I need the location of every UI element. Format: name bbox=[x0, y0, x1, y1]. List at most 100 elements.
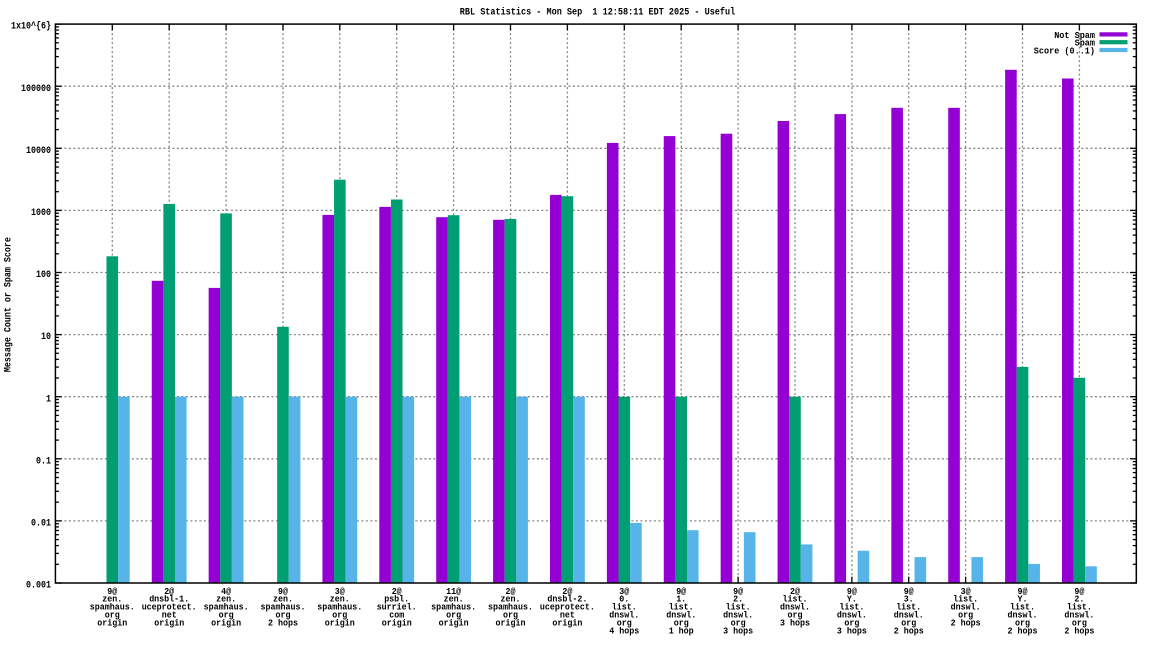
svg-text:origin: origin bbox=[496, 619, 526, 629]
svg-text:org: org bbox=[958, 611, 973, 621]
svg-text:3@: 3@ bbox=[335, 587, 346, 597]
svg-text:org: org bbox=[1072, 619, 1087, 629]
svg-text:9@: 9@ bbox=[676, 587, 687, 597]
svg-text:3 hops: 3 hops bbox=[723, 626, 753, 636]
svg-text:dnswl.: dnswl. bbox=[723, 611, 753, 621]
svg-text:100: 100 bbox=[36, 270, 51, 281]
svg-text:9@: 9@ bbox=[1074, 587, 1085, 597]
svg-text:spamhaus.: spamhaus. bbox=[431, 603, 476, 613]
svg-text:9@: 9@ bbox=[107, 587, 118, 597]
svg-text:3 hops: 3 hops bbox=[780, 619, 810, 629]
svg-text:org: org bbox=[901, 619, 916, 629]
svg-text:3@: 3@ bbox=[619, 587, 630, 597]
svg-text:spamhaus.: spamhaus. bbox=[317, 603, 362, 613]
svg-text:list.: list. bbox=[783, 595, 808, 605]
svg-text:org: org bbox=[503, 611, 518, 621]
svg-text:dnsbl-2.: dnsbl-2. bbox=[547, 595, 587, 605]
svg-text:origin: origin bbox=[382, 619, 412, 629]
svg-text:zen.: zen. bbox=[273, 595, 293, 605]
svg-text:origin: origin bbox=[211, 619, 241, 629]
svg-text:0.1: 0.1 bbox=[36, 456, 51, 467]
svg-text:org: org bbox=[332, 611, 347, 621]
svg-text:list.: list. bbox=[1010, 603, 1035, 613]
svg-text:10000: 10000 bbox=[26, 146, 51, 157]
svg-text:2@: 2@ bbox=[164, 587, 175, 597]
svg-text:dnswl.: dnswl. bbox=[1064, 611, 1094, 621]
svg-text:100000: 100000 bbox=[21, 84, 51, 95]
svg-text:1: 1 bbox=[46, 394, 51, 405]
svg-text:uceprotect.: uceprotect. bbox=[142, 603, 197, 613]
svg-text:net: net bbox=[162, 611, 177, 621]
svg-text:0.01: 0.01 bbox=[31, 519, 51, 530]
svg-text:list.: list. bbox=[896, 603, 921, 613]
svg-text:org: org bbox=[731, 619, 746, 629]
svg-text:11@: 11@ bbox=[446, 587, 462, 597]
svg-text:dnswl.: dnswl. bbox=[894, 611, 924, 621]
svg-text:1.: 1. bbox=[676, 595, 686, 605]
svg-text:list.: list. bbox=[669, 603, 694, 613]
svg-text:1x10^{6}: 1x10^{6} bbox=[11, 21, 51, 33]
svg-text:list.: list. bbox=[953, 595, 978, 605]
svg-text:org: org bbox=[617, 619, 632, 629]
svg-text:list.: list. bbox=[726, 603, 751, 613]
svg-text:spamhaus.: spamhaus. bbox=[261, 603, 306, 613]
svg-text:2.: 2. bbox=[733, 595, 743, 605]
svg-text:origin: origin bbox=[97, 619, 127, 629]
svg-text:org: org bbox=[105, 611, 120, 621]
svg-text:origin: origin bbox=[325, 619, 355, 629]
svg-text:2@: 2@ bbox=[790, 587, 801, 597]
svg-text:Y.: Y. bbox=[847, 595, 857, 605]
svg-text:org: org bbox=[276, 611, 291, 621]
svg-text:Message Count or Spam Score: Message Count or Spam Score bbox=[4, 237, 15, 372]
svg-text:2 hops: 2 hops bbox=[1008, 626, 1038, 636]
svg-text:uceprotect.: uceprotect. bbox=[540, 603, 595, 613]
svg-text:9@: 9@ bbox=[847, 587, 858, 597]
svg-text:9@: 9@ bbox=[904, 587, 915, 597]
svg-text:org: org bbox=[446, 611, 461, 621]
svg-text:com: com bbox=[389, 611, 405, 621]
svg-text:dnswl.: dnswl. bbox=[837, 611, 867, 621]
svg-text:1000: 1000 bbox=[31, 208, 51, 219]
svg-text:2@: 2@ bbox=[562, 587, 573, 597]
svg-text:zen.: zen. bbox=[102, 595, 122, 605]
svg-text:3@: 3@ bbox=[961, 587, 972, 597]
svg-text:3 hops: 3 hops bbox=[837, 626, 867, 636]
svg-text:spamhaus.: spamhaus. bbox=[204, 603, 249, 613]
svg-text:dnswl.: dnswl. bbox=[609, 611, 639, 621]
svg-text:org: org bbox=[788, 611, 803, 621]
svg-text:0.001: 0.001 bbox=[26, 581, 51, 592]
svg-text:0.: 0. bbox=[619, 595, 629, 605]
svg-text:zen.: zen. bbox=[216, 595, 236, 605]
svg-text:9@: 9@ bbox=[733, 587, 744, 597]
svg-text:2 hops: 2 hops bbox=[951, 619, 981, 629]
svg-text:2@: 2@ bbox=[392, 587, 403, 597]
svg-text:10: 10 bbox=[41, 332, 51, 343]
svg-text:dnswl.: dnswl. bbox=[1008, 611, 1038, 621]
svg-text:Not Spam: Not Spam bbox=[1054, 30, 1095, 41]
svg-text:4@: 4@ bbox=[221, 587, 232, 597]
svg-text:list.: list. bbox=[839, 603, 864, 613]
svg-text:zen.: zen. bbox=[330, 595, 350, 605]
svg-text:2@: 2@ bbox=[506, 587, 517, 597]
svg-text:surriel.: surriel. bbox=[377, 603, 417, 613]
svg-text:RBL Statistics - Mon Sep 1 12: RBL Statistics - Mon Sep 1 12:58:11 EDT … bbox=[460, 7, 735, 19]
svg-text:9@: 9@ bbox=[278, 587, 289, 597]
svg-text:2 hops: 2 hops bbox=[894, 626, 924, 636]
svg-text:dnswl.: dnswl. bbox=[666, 611, 696, 621]
svg-text:9@: 9@ bbox=[1018, 587, 1029, 597]
svg-text:spamhaus.: spamhaus. bbox=[90, 603, 135, 613]
svg-text:org: org bbox=[674, 619, 689, 629]
svg-text:3.: 3. bbox=[904, 595, 914, 605]
svg-text:net: net bbox=[560, 611, 575, 621]
svg-text:origin: origin bbox=[552, 619, 582, 629]
svg-text:spamhaus.: spamhaus. bbox=[488, 603, 533, 613]
svg-text:dnswl.: dnswl. bbox=[780, 603, 810, 613]
svg-text:psbl.: psbl. bbox=[384, 595, 409, 605]
svg-text:2.: 2. bbox=[1074, 595, 1084, 605]
svg-text:list.: list. bbox=[1067, 603, 1092, 613]
svg-text:origin: origin bbox=[154, 619, 184, 629]
svg-text:4 hops: 4 hops bbox=[609, 626, 639, 636]
svg-text:origin: origin bbox=[439, 619, 469, 629]
svg-text:Score (0..1): Score (0..1) bbox=[1034, 45, 1095, 56]
svg-text:dnswl.: dnswl. bbox=[951, 603, 981, 613]
